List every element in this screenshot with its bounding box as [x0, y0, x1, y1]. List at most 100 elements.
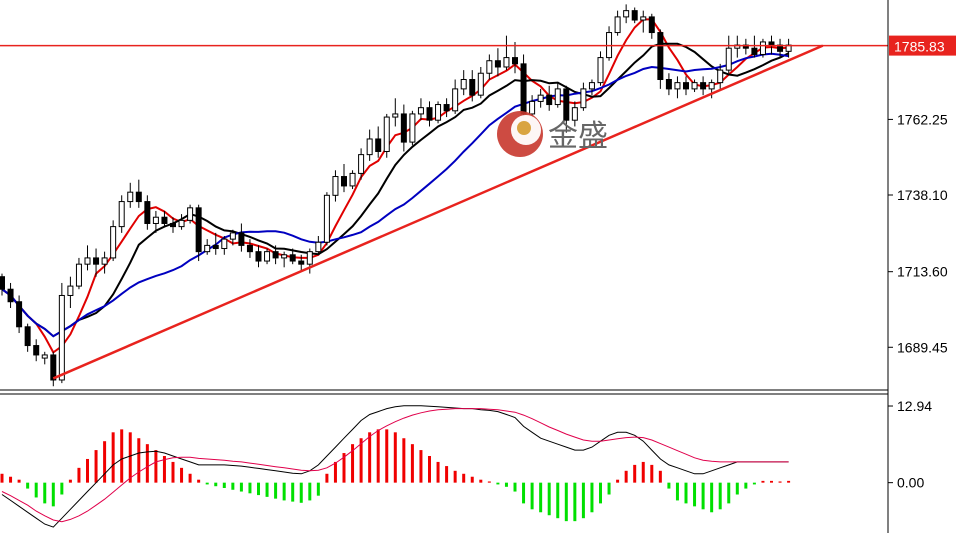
candle-body-down [700, 82, 707, 90]
candle-body-up [127, 191, 134, 203]
watermark-text: 金盛 [548, 119, 608, 154]
histogram-bar-negative [34, 482, 38, 498]
candle [75, 257, 82, 290]
histogram-bar-positive [624, 470, 628, 483]
candle-body-up [759, 41, 766, 55]
macd-histogram [0, 429, 791, 522]
candle-body-down [563, 88, 570, 121]
candle [751, 35, 758, 58]
candle [640, 10, 647, 33]
candle-body-up [486, 60, 493, 74]
histogram-bar-positive [103, 441, 107, 483]
histogram-bar-positive [162, 456, 166, 483]
candle-body-down [631, 10, 638, 21]
candle-body-down [683, 82, 689, 90]
histogram-bar-positive [761, 480, 765, 483]
price-tick-label: 1738.10 [897, 187, 948, 203]
candle [512, 41, 518, 74]
histogram-bar-positive [410, 444, 414, 483]
candle-body-down [144, 201, 151, 224]
candle [67, 276, 74, 308]
candle [272, 245, 279, 265]
histogram-bar-positive [325, 473, 329, 483]
candle [700, 76, 707, 96]
moving-average-lines [1, 18, 790, 354]
candle-body-down [0, 276, 5, 290]
candle [580, 82, 587, 111]
candle [127, 182, 134, 208]
candle-body-down [648, 16, 655, 34]
candle [306, 248, 313, 274]
histogram-bar-positive [445, 466, 449, 483]
candle-body-up [674, 82, 681, 90]
candle-body-down [135, 191, 142, 203]
candle-body-up [358, 154, 365, 174]
candle-body-down [443, 104, 450, 112]
histogram-bar-positive [385, 429, 389, 483]
candle-body-up [118, 201, 125, 228]
histogram-bar-negative [265, 482, 269, 497]
candle-body-up [417, 107, 424, 115]
candle-body-down [657, 32, 664, 81]
candle [33, 339, 40, 362]
histogram-bar-negative [522, 482, 526, 504]
candle [717, 63, 724, 89]
histogram-bar-positive [197, 479, 201, 483]
candle-body-up [460, 79, 467, 90]
histogram-bar-negative [675, 482, 679, 501]
candle-body-down [400, 113, 407, 143]
histogram-bar-positive [0, 473, 4, 483]
candle-body-up [691, 82, 698, 90]
macd-panel [0, 405, 791, 528]
candle-body-up [623, 10, 630, 18]
candle [204, 239, 211, 255]
candle [161, 210, 168, 227]
candle [187, 204, 194, 224]
candle [486, 54, 493, 80]
histogram-bar-negative [308, 482, 312, 501]
candle-body-down [50, 354, 57, 381]
candle-body-down [768, 41, 775, 46]
candle [494, 48, 501, 77]
candle [674, 76, 681, 99]
price-tick-label: 1762.25 [897, 111, 948, 127]
candle-body-up [187, 207, 194, 221]
histogram-bar-negative [718, 482, 722, 510]
histogram-bar-negative [274, 482, 278, 499]
candle [101, 251, 108, 274]
candle-body-down [161, 216, 168, 224]
histogram-bar-negative [564, 482, 568, 522]
histogram-bar-positive [77, 467, 81, 483]
histogram-bar-negative [513, 482, 517, 492]
histogram-bar-negative [496, 482, 500, 485]
candle [58, 282, 65, 384]
histogram-bar-negative [239, 482, 243, 492]
candle [212, 232, 219, 255]
candle-body-down [212, 244, 219, 250]
price-panel: 金盛 [0, 4, 888, 387]
histogram-bar-positive [641, 461, 645, 483]
candle-body-up [204, 244, 211, 253]
ma-slow-line [1, 52, 789, 338]
candle [16, 295, 23, 334]
candle [332, 170, 339, 202]
candle [443, 98, 450, 118]
candle [0, 273, 5, 296]
candle [349, 170, 356, 190]
candle [623, 4, 630, 24]
candle-body-down [16, 301, 23, 328]
candle-body-up [571, 107, 578, 121]
macd-tick-label: 0.00 [897, 475, 924, 491]
candle-body-down [170, 222, 176, 228]
macd-line [1, 405, 789, 528]
candle-body-up [529, 100, 536, 115]
histogram-bar-positive [658, 470, 662, 483]
histogram-bar-negative [667, 482, 671, 489]
candle [759, 38, 766, 58]
histogram-bar-negative [248, 482, 252, 494]
histogram-bar-positive [462, 473, 466, 483]
histogram-bar-negative [282, 482, 286, 501]
candle [135, 179, 142, 208]
candle-body-down [469, 79, 476, 96]
candle-body-up [323, 194, 330, 243]
